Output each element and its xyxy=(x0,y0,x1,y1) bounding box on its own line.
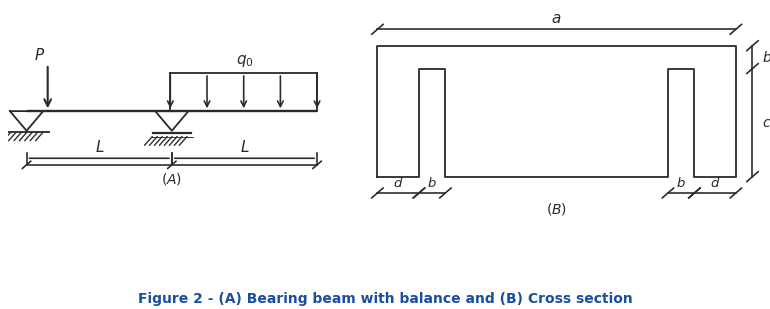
Text: $P$: $P$ xyxy=(34,47,45,63)
Text: $(A)$: $(A)$ xyxy=(161,171,182,187)
Text: $q_0$: $q_0$ xyxy=(236,53,254,69)
Text: $d$: $d$ xyxy=(710,176,721,190)
Text: $b$: $b$ xyxy=(427,176,437,190)
Text: $b$: $b$ xyxy=(762,50,770,65)
Text: Figure 2 - (A) Bearing beam with balance and (B) Cross section: Figure 2 - (A) Bearing beam with balance… xyxy=(138,292,632,306)
Text: $L$: $L$ xyxy=(95,139,104,155)
Text: $L$: $L$ xyxy=(240,139,249,155)
Text: $d$: $d$ xyxy=(393,176,403,190)
Text: $b$: $b$ xyxy=(676,176,686,190)
Text: $(B)$: $(B)$ xyxy=(546,201,567,218)
Text: $a$: $a$ xyxy=(551,11,562,26)
Text: $c$: $c$ xyxy=(762,116,770,129)
